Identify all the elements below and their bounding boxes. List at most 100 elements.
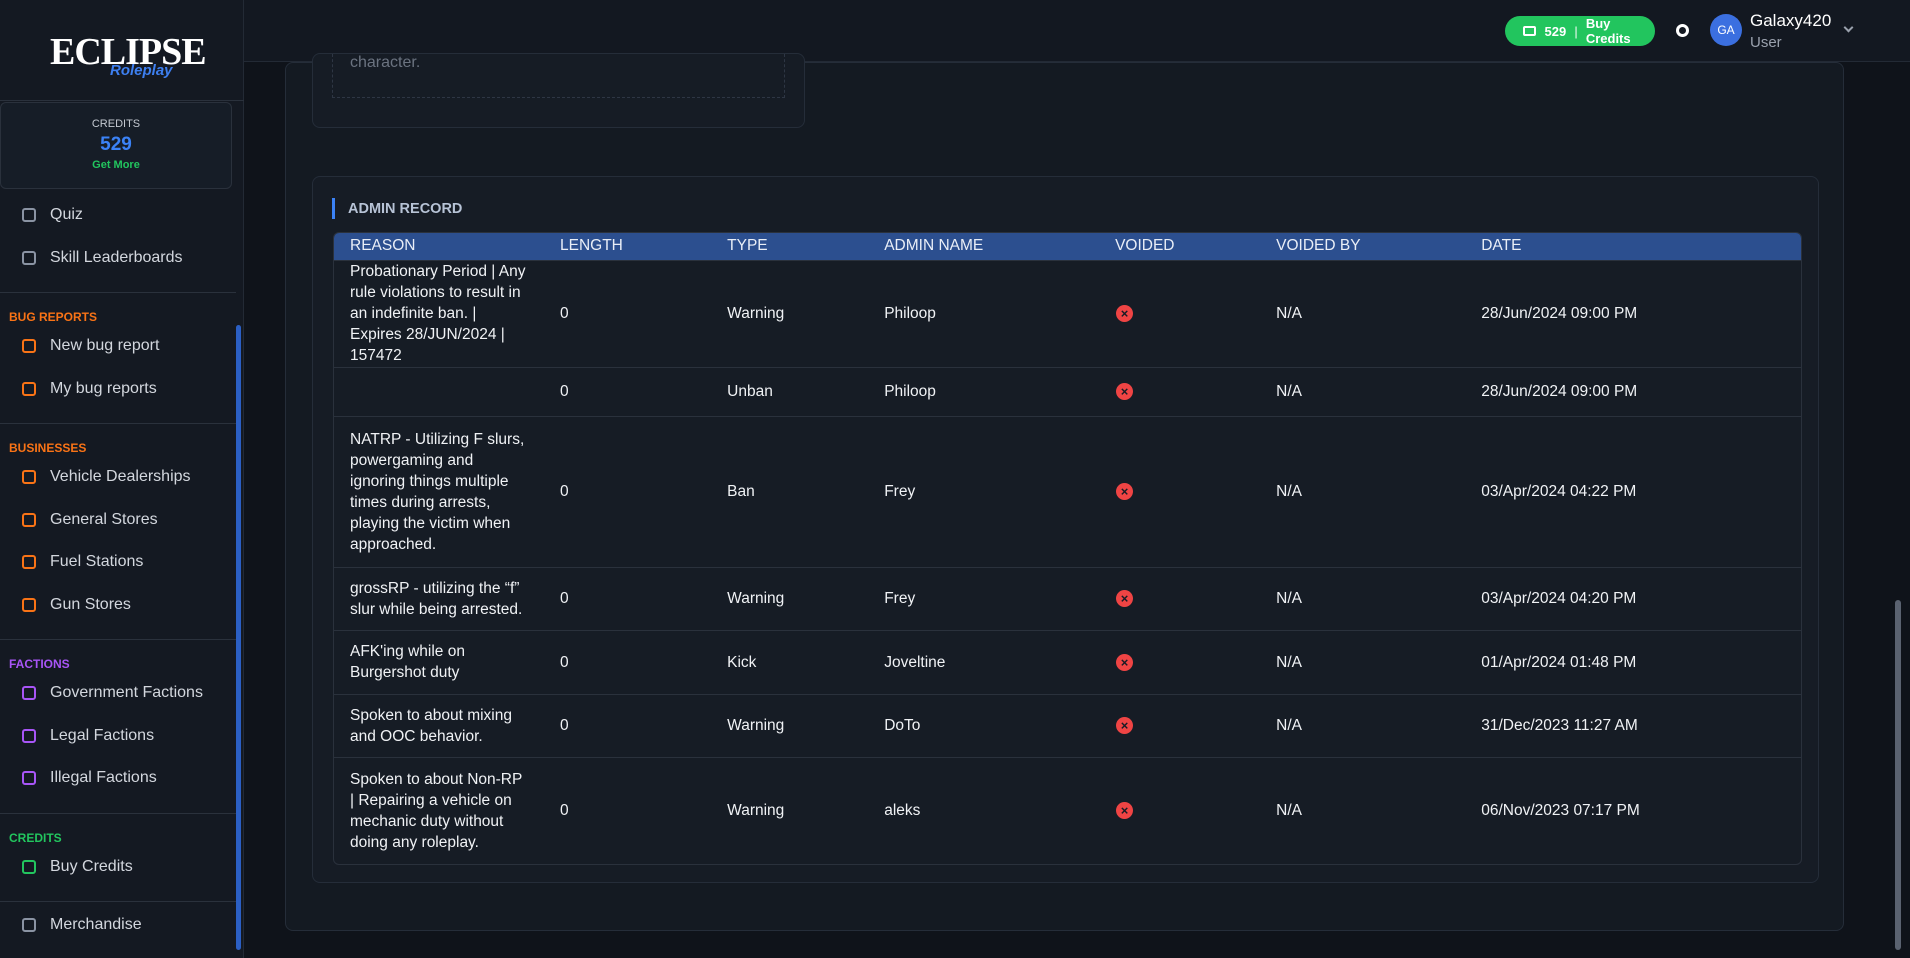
cell-text: N/A	[1276, 483, 1302, 500]
nav-item[interactable]: Buy Credits	[22, 858, 133, 876]
table-row: AFK'ing while on Burgershot duty 0 Kick Jov…	[334, 629, 1801, 694]
cell-text: N/A	[1276, 383, 1302, 400]
table-cell: N/A	[1260, 566, 1466, 630]
cell-text: 31/Dec/2023 11:27 AM	[1481, 717, 1638, 734]
nav-item[interactable]: Quiz	[22, 206, 83, 224]
table-cell: grossRP - utilizing the “f” slur while b…	[334, 566, 544, 630]
cell-text: Unban	[727, 383, 773, 400]
cell-text: NATRP - Utilizing F slurs, powergaming a…	[350, 430, 525, 553]
table-cell: 0	[544, 566, 712, 630]
table-cell: N/A	[1260, 366, 1466, 416]
separator: |	[1574, 23, 1578, 39]
cell-text: Kick	[727, 653, 757, 671]
table-row: NATRP - Utilizing F slurs, powergaming a…	[334, 415, 1801, 567]
nav-item[interactable]: Vehicle Dealerships	[22, 468, 191, 486]
cell-text: 06/Nov/2023 07:17 PM	[1481, 802, 1640, 820]
table-cell: 0	[544, 366, 712, 416]
page-scrollbar[interactable]	[1895, 600, 1901, 950]
section-heading: BUSINESSES	[9, 441, 87, 455]
main-card: character. ADMIN RECORD REASON LENGTH TYPE…	[285, 53, 1844, 931]
settings-icon[interactable]	[1676, 24, 1689, 37]
sidebar: ECLIPSE Roleplay CREDITS 529 Get More Qu…	[0, 0, 244, 958]
nav-label: My bug reports	[50, 379, 157, 397]
voided-icon: ×	[1116, 483, 1134, 500]
table-row: Spoken to about mixing and OOC behavior.…	[334, 693, 1801, 757]
cell-text: Joveltine	[884, 653, 946, 671]
cell-text: 03/Apr/2024 04:20 PM	[1481, 590, 1637, 607]
table-cell: 28/Jun/2024 09:00 PM	[1465, 366, 1801, 416]
nav-item[interactable]: My bug reports	[22, 380, 157, 398]
nav-label: Quiz	[50, 206, 83, 223]
voided-icon: ×	[1116, 383, 1134, 400]
table-cell: Probationary Period | Any rule violation…	[334, 259, 544, 367]
scrollbar[interactable]	[236, 325, 241, 950]
get-more[interactable]: Get More	[92, 159, 140, 171]
topbar: 529 | Buy Credits GA Galaxy420 User	[244, 0, 1910, 62]
nav-item[interactable]: Merchandise	[22, 916, 142, 934]
buy-credits-button[interactable]: 529 | Buy Credits	[1505, 16, 1655, 46]
nav-item[interactable]: New bug report	[22, 337, 159, 355]
avatar[interactable]: GA	[1710, 14, 1742, 46]
table-row: 0 Unban Philoop × N/A 28/Jun/2024 09:00 PM	[334, 366, 1801, 416]
logo-text: ECLIPSE	[50, 31, 207, 73]
username[interactable]: Galaxy420	[1750, 11, 1832, 30]
nav-item[interactable]: General Stores	[22, 511, 158, 529]
cell-text: 0	[560, 717, 569, 734]
logo-sub: Roleplay	[110, 62, 173, 79]
cell-text: DoTo	[884, 717, 921, 734]
nav-label: Vehicle Dealerships	[50, 468, 191, 485]
table-cell: N/A	[1260, 259, 1466, 367]
cell-text: 03/Apr/2024 04:22 PM	[1481, 483, 1637, 500]
cell-text: Probationary Period | Any rule violation…	[350, 263, 526, 364]
table-cell: Warning	[711, 756, 869, 864]
nav-item[interactable]: Legal Factions	[22, 727, 154, 745]
cell-text: 0	[560, 653, 569, 671]
nav-item[interactable]: Skill Leaderboards	[22, 249, 183, 267]
cell-text: N/A	[1276, 305, 1302, 322]
nav-label: Illegal Factions	[50, 769, 157, 786]
table-cell: Warning	[711, 693, 869, 757]
partial-text: character.	[350, 54, 421, 71]
cell-text: aleks	[884, 802, 921, 820]
table-cell: 0	[544, 693, 712, 757]
table-cell: N/A	[1260, 415, 1466, 567]
cell-text: N/A	[1276, 653, 1302, 671]
voided-icon: ×	[1116, 802, 1134, 820]
cell-text: Frey	[884, 590, 916, 607]
nav-icon	[22, 339, 36, 353]
nav-item[interactable]: Fuel Stations	[22, 553, 143, 571]
cell-text: 0	[560, 590, 569, 607]
chevron[interactable]	[1843, 22, 1854, 33]
nav-item[interactable]: Government Factions	[22, 684, 203, 702]
nav-label: Gun Stores	[50, 595, 131, 613]
table-cell: 01/Apr/2024 01:48 PM	[1465, 629, 1801, 694]
nav-item[interactable]: Gun Stores	[22, 596, 131, 614]
voided-icon: ×	[1116, 590, 1134, 607]
logo[interactable]: ECLIPSE Roleplay	[0, 0, 244, 101]
cell-text: 0	[560, 305, 569, 322]
voided-icon: ×	[1116, 653, 1134, 671]
table-cell: ×	[1099, 415, 1261, 567]
nav-item[interactable]: Illegal Factions	[22, 769, 157, 787]
credits-label: CREDITS	[91, 118, 141, 130]
cell-text: Philoop	[884, 305, 936, 322]
cell-text: Ban	[727, 483, 755, 500]
voided-icon: ×	[1116, 305, 1134, 322]
cell-text: Warning	[727, 802, 785, 820]
nav-label: Legal Factions	[50, 726, 155, 744]
cell-text: AFK'ing while on Burgershot duty	[350, 643, 465, 681]
nav-label: New bug report	[50, 337, 160, 354]
admin-record-card: ADMIN RECORD REASON LENGTH TYPE ADMIN NAME V…	[312, 176, 1819, 883]
table-cell: ×	[1099, 259, 1261, 367]
table-cell: 31/Dec/2023 11:27 AM	[1465, 693, 1801, 757]
table-wrap: REASON LENGTH TYPE ADMIN NAME VOIDED VOIDED B…	[333, 232, 1802, 865]
table-cell: Spoken to about mixing and OOC behavior.	[334, 693, 544, 757]
table-cell: ×	[1099, 756, 1261, 864]
table-cell	[334, 366, 544, 416]
buy-credits-label: Buy Credits	[1585, 16, 1631, 46]
table-cell: 0	[544, 629, 712, 694]
table-cell: 0	[544, 259, 712, 367]
admin-table: REASON LENGTH TYPE ADMIN NAME VOIDED VOIDED B…	[334, 233, 1801, 864]
table-cell: DoTo	[868, 693, 1100, 757]
nav-icon	[22, 918, 36, 932]
